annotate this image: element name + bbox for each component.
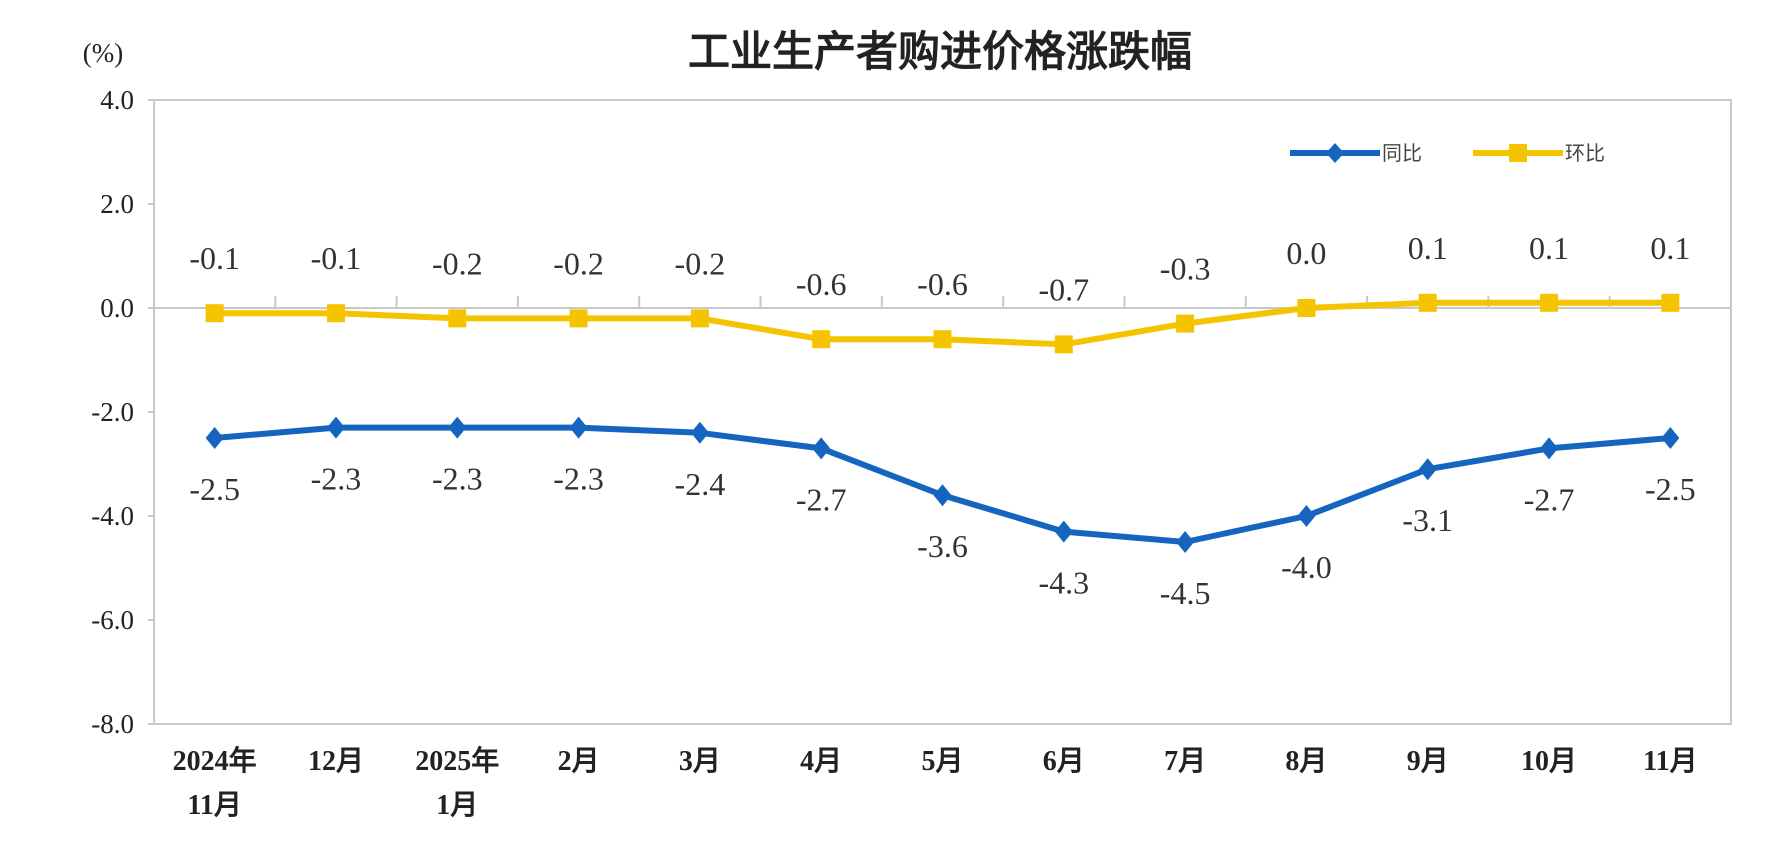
data-label: -0.2: [553, 245, 604, 281]
x-tick-label: 2024年: [173, 744, 257, 777]
data-label: -2.5: [1645, 471, 1696, 507]
data-label: -0.1: [311, 240, 362, 276]
y-tick-label: -2.0: [91, 397, 134, 427]
data-label: -4.3: [1038, 565, 1089, 601]
data-label: -2.7: [1524, 481, 1575, 517]
x-tick-label: 11月: [187, 790, 241, 821]
data-point: [812, 330, 831, 349]
x-tick-label: 3月: [679, 746, 721, 777]
data-label: -0.6: [917, 266, 968, 302]
data-label: -2.7: [796, 481, 847, 517]
data-point: [1418, 293, 1437, 312]
data-label: -2.4: [675, 466, 726, 502]
data-point: [690, 421, 709, 444]
y-tick-label: 0.0: [100, 293, 134, 323]
x-tick-label: 11月: [1643, 746, 1697, 777]
data-point: [569, 309, 588, 328]
data-label: -4.5: [1160, 575, 1211, 611]
x-tick-label: 7月: [1164, 746, 1206, 777]
data-label: -0.2: [432, 245, 483, 281]
data-label: -0.7: [1038, 271, 1089, 307]
legend-marker: [1509, 144, 1527, 162]
data-point: [933, 330, 952, 349]
x-tick-label: 12月: [308, 746, 364, 777]
data-label: -0.6: [796, 266, 847, 302]
legend-label: 环比: [1565, 141, 1605, 165]
data-label: -2.3: [311, 461, 362, 497]
data-point: [1661, 427, 1680, 449]
data-point: [326, 416, 345, 439]
y-tick-label: 2.0: [100, 189, 134, 219]
data-label: -2.3: [432, 461, 483, 497]
series-yoy: -2.5 -2.3 -2.3 -2.3 -2.4 -2.7 -3.6 -4.3 -4.5 -4.0…: [189, 416, 1696, 611]
data-label: -3.1: [1402, 502, 1453, 538]
data-point: [1540, 437, 1559, 460]
data-label: -2.5: [189, 471, 240, 507]
data-point: [1054, 520, 1073, 543]
legend-label: 同比: [1382, 141, 1422, 165]
x-tick-label: 2月: [558, 746, 600, 777]
data-point: [1297, 299, 1316, 317]
y-tick-label: -6.0: [91, 605, 134, 635]
chart-title: 工业生产者购进价格涨跌幅: [688, 27, 1192, 76]
data-point: [933, 484, 952, 507]
y-tick-label: -4.0: [91, 501, 134, 531]
x-tick-label: 9月: [1407, 746, 1449, 777]
y-axis-unit: (%): [83, 38, 123, 68]
data-point: [812, 437, 831, 460]
data-label: 0.1: [1408, 230, 1448, 266]
x-tick-label: 2025年: [415, 744, 499, 777]
x-tick-label: 6月: [1043, 746, 1085, 777]
data-point: [1540, 293, 1559, 312]
series-mom: -0.1 -0.1 -0.2 -0.2 -0.2 -0.6 -0.6 -0.7 -0.3 0.0 0…: [189, 230, 1690, 354]
data-point: [1297, 505, 1316, 527]
data-label: -3.6: [917, 528, 968, 564]
data-point: [1176, 314, 1195, 333]
data-point: [569, 416, 588, 439]
data-point: [1054, 335, 1073, 354]
x-tick-label: 4月: [800, 746, 842, 777]
x-tick-label: 5月: [921, 746, 963, 777]
y-tick-label: -8.0: [91, 709, 134, 739]
data-label: -4.0: [1281, 549, 1332, 585]
data-point: [1176, 531, 1195, 553]
data-point: [1418, 458, 1437, 481]
data-label: -0.3: [1160, 251, 1211, 287]
data-label: -0.2: [675, 245, 726, 281]
y-tick-label: 4.0: [100, 85, 134, 115]
data-point: [448, 416, 467, 439]
x-tick-label: 1月: [436, 790, 478, 821]
data-point: [205, 427, 224, 449]
legend: 同比 环比: [1290, 141, 1605, 165]
data-point: [690, 309, 709, 328]
data-point: [205, 304, 224, 323]
x-tick-label: 8月: [1285, 746, 1327, 777]
x-tick-label: 10月: [1521, 746, 1577, 777]
data-point: [1661, 293, 1680, 312]
data-label: 0.0: [1286, 235, 1326, 271]
legend-marker: [1326, 143, 1344, 163]
data-point: [326, 304, 345, 323]
data-label: -0.1: [189, 240, 240, 276]
data-point: [448, 309, 467, 328]
data-label: -2.3: [553, 461, 604, 497]
plot-area: [153, 99, 1732, 725]
data-label: 0.1: [1650, 230, 1690, 266]
data-label: 0.1: [1529, 230, 1569, 266]
